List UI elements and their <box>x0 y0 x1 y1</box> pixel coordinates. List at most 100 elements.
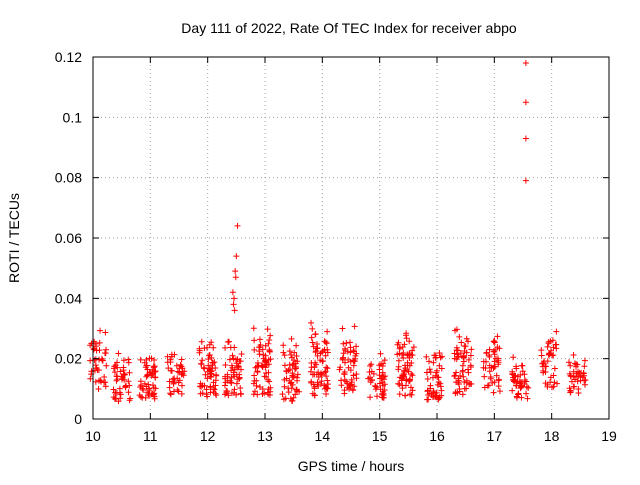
data-point <box>208 374 215 381</box>
data-point <box>482 365 489 372</box>
data-point <box>168 351 175 358</box>
data-point <box>231 307 238 314</box>
data-point <box>150 382 157 389</box>
data-point <box>309 325 316 332</box>
data-point <box>96 339 103 346</box>
data-point <box>571 383 578 390</box>
data-point <box>398 375 405 382</box>
data-point <box>566 370 573 377</box>
data-point <box>176 365 183 372</box>
data-point <box>144 371 151 378</box>
data-point <box>465 369 472 376</box>
data-point <box>490 338 497 345</box>
data-point <box>226 356 233 363</box>
data-point <box>145 381 152 388</box>
data-point <box>266 388 273 395</box>
data-point <box>345 364 352 371</box>
data-point <box>111 369 118 376</box>
data-point <box>378 375 385 382</box>
data-point <box>525 384 532 391</box>
data-point <box>437 380 444 387</box>
data-point <box>120 367 127 374</box>
data-point <box>198 383 205 390</box>
data-point <box>173 362 180 369</box>
data-point <box>267 332 274 339</box>
data-point <box>523 390 530 397</box>
data-point <box>455 353 462 360</box>
data-point <box>289 381 296 388</box>
data-point <box>150 364 157 371</box>
data-point <box>551 379 558 386</box>
data-point <box>491 351 498 358</box>
data-point <box>513 393 520 400</box>
data-point <box>125 378 132 385</box>
data-point <box>323 364 330 371</box>
data-point <box>117 391 124 398</box>
data-point <box>341 359 348 366</box>
data-point <box>404 352 411 359</box>
data-point <box>253 377 260 384</box>
data-point <box>265 369 272 376</box>
data-point <box>349 387 356 394</box>
data-point <box>552 341 559 348</box>
data-point <box>230 389 237 396</box>
y-tick-label: 0.02 <box>55 351 82 367</box>
data-point <box>491 379 498 386</box>
data-point <box>519 368 526 375</box>
data-point <box>235 362 242 369</box>
data-point <box>568 378 575 385</box>
data-point <box>402 332 409 339</box>
data-point <box>92 362 99 369</box>
data-point <box>236 371 243 378</box>
data-point <box>521 377 528 384</box>
data-point <box>400 355 407 362</box>
x-tick-label: 17 <box>487 428 503 444</box>
data-point <box>539 363 546 370</box>
data-point <box>580 370 587 377</box>
data-point <box>149 390 156 397</box>
data-point <box>283 375 290 382</box>
data-point <box>451 350 458 357</box>
data-point <box>231 295 238 302</box>
data-point <box>167 367 174 374</box>
data-point <box>112 362 119 369</box>
data-point <box>407 391 414 398</box>
data-point <box>486 368 493 375</box>
data-point <box>426 366 433 373</box>
x-tick-label: 12 <box>200 428 216 444</box>
data-point <box>259 346 266 353</box>
data-point <box>254 368 261 375</box>
data-point <box>238 351 245 358</box>
data-point <box>350 347 357 354</box>
data-point <box>222 344 229 351</box>
data-point <box>125 356 132 363</box>
data-point <box>342 347 349 354</box>
y-tick-label: 0.06 <box>55 230 82 246</box>
data-point <box>351 383 358 390</box>
data-point <box>223 389 230 396</box>
data-point <box>427 369 434 376</box>
data-point <box>572 376 579 383</box>
data-point <box>235 363 242 370</box>
data-point <box>308 319 315 326</box>
data-point <box>292 360 299 367</box>
data-point <box>395 366 402 373</box>
data-point <box>546 350 553 357</box>
data-point <box>315 383 322 390</box>
data-point <box>490 348 497 355</box>
data-point <box>140 387 147 394</box>
data-point <box>382 373 389 380</box>
data-point <box>550 383 557 390</box>
data-point <box>167 391 174 398</box>
data-point <box>123 382 130 389</box>
data-point <box>126 369 133 376</box>
chart-title: Day 111 of 2022, Rate Of TEC Index for r… <box>181 20 517 36</box>
data-point <box>430 389 437 396</box>
data-point <box>544 343 551 350</box>
data-point <box>251 346 258 353</box>
data-point <box>570 373 577 380</box>
data-point <box>293 353 300 360</box>
data-point <box>538 352 545 359</box>
data-point <box>451 372 458 379</box>
data-point <box>490 389 497 396</box>
